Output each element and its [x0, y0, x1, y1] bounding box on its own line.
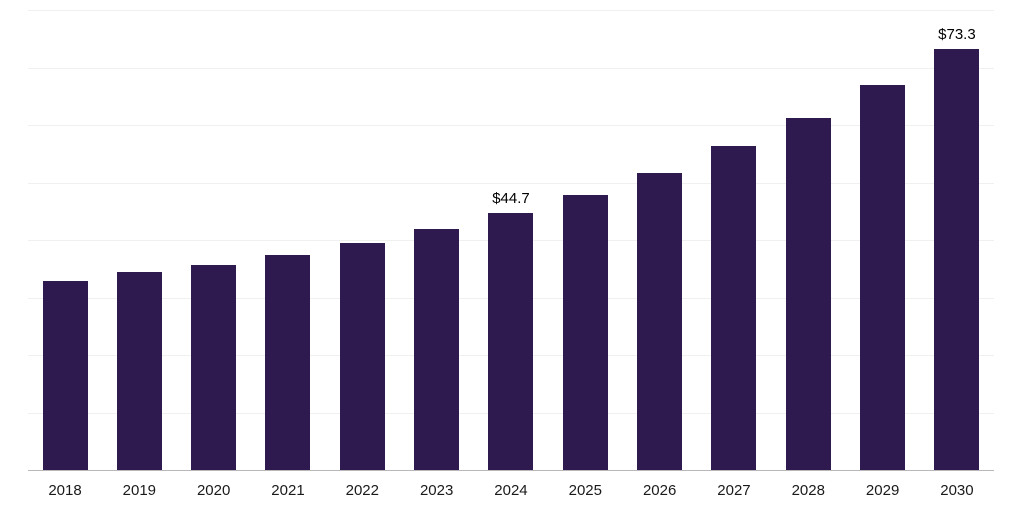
bar-column [697, 10, 771, 470]
x-axis-label: 2030 [940, 482, 974, 499]
bar-column [623, 10, 697, 470]
plot-area: $44.7 $73.3 [28, 10, 994, 470]
bar [339, 242, 385, 470]
bar-column [28, 10, 102, 470]
bar [637, 172, 683, 470]
bar-value-label: $44.7 [492, 189, 530, 207]
bar-column [400, 10, 474, 470]
gridline [28, 182, 994, 184]
bar [785, 118, 831, 470]
bar [488, 212, 534, 470]
bar-column [846, 10, 920, 470]
x-axis-label: 2018 [48, 482, 82, 499]
x-axis-label: 2027 [717, 482, 751, 499]
x-axis-label: 2025 [568, 482, 602, 499]
bar-column: $44.7 [474, 10, 548, 470]
x-axis-label: 2021 [271, 482, 305, 499]
gridline [28, 10, 994, 11]
bar [265, 254, 311, 470]
x-axis-labels: 2018 2019 2020 2021 2022 2023 2024 2025 2026 2027… [28, 482, 994, 499]
bar-series: $44.7 $73.3 [28, 10, 994, 470]
bar-column [548, 10, 622, 470]
bar [711, 146, 757, 470]
bar-column [771, 10, 845, 470]
bar-column [177, 10, 251, 470]
gridline [28, 125, 994, 126]
bar-column: $73.3 [920, 10, 994, 470]
bar [860, 84, 906, 470]
bar-column [325, 10, 399, 470]
x-axis-label: 2028 [791, 482, 825, 499]
bar-value-label: $73.3 [938, 25, 976, 43]
x-axis-line [28, 470, 994, 471]
x-axis-label: 2020 [196, 482, 231, 499]
x-axis-label: 2029 [865, 482, 900, 499]
bar [934, 48, 980, 470]
bar [562, 194, 608, 470]
x-axis-label: 2019 [122, 482, 157, 499]
bar [42, 280, 88, 470]
x-axis-label: 2023 [419, 482, 454, 499]
bar-column [251, 10, 325, 470]
x-axis-label: 2026 [642, 482, 677, 499]
bar [116, 271, 162, 470]
x-axis-label: 2024 [494, 482, 528, 499]
x-axis-label: 2022 [345, 482, 379, 499]
bar [191, 264, 237, 470]
bar-column [102, 10, 176, 470]
gridline [28, 67, 994, 69]
bar [414, 229, 460, 470]
